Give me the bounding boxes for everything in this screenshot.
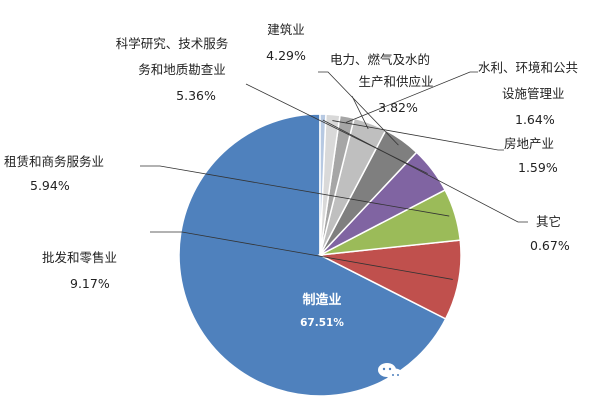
slice-value-label: 5.36%	[176, 88, 216, 103]
slice-name-label: 设施管理业	[502, 86, 565, 101]
slice-name-label: 租赁和商务服务业	[4, 154, 104, 169]
slice-name-label: 生产和供应业	[358, 74, 433, 89]
slice-value-label: 4.29%	[266, 48, 306, 63]
pie-slice-1	[317, 239, 462, 320]
slice-name-label: 制造业	[302, 292, 341, 308]
slice-value-label: 0.67%	[530, 238, 570, 253]
slice-value-label: 9.17%	[70, 276, 110, 291]
slice-name-label: 其它	[536, 214, 561, 229]
slice-labels: 制造业 67.51% 批发和零售业 9.17% 租赁和商务服务业 5.94% 科学研究、技术…	[4, 22, 578, 329]
slice-name-label: 建筑业	[267, 22, 305, 37]
leader-line	[322, 119, 528, 223]
watermark-text: 中国环境投资联盟	[410, 364, 530, 382]
wechat-icon	[378, 363, 403, 382]
pie-slice-8	[319, 113, 327, 256]
slice-value-label: 3.82%	[378, 100, 418, 115]
slice-value-label: 5.94%	[30, 178, 70, 193]
leader-line	[345, 71, 478, 123]
slice-name-label: 房地产业	[504, 136, 554, 151]
watermark: 中国环境投资联盟	[378, 363, 530, 382]
leader-line	[150, 231, 453, 280]
slice-name-label: 务和地质勘查业	[138, 62, 226, 77]
slice-value-label: 67.51%	[300, 317, 344, 329]
leader-lines	[140, 71, 528, 280]
slice-name-label: 批发和零售业	[42, 250, 117, 265]
leader-line	[140, 165, 450, 217]
leader-line	[332, 120, 504, 151]
slice-name-label: 电力、燃气及水的	[330, 52, 430, 67]
leader-line	[318, 71, 399, 146]
slice-value-label: 1.59%	[518, 160, 558, 175]
slice-name-label: 水利、环境和公共	[478, 60, 578, 75]
slice-name-label: 科学研究、技术服务	[116, 36, 229, 51]
slice-value-label: 1.64%	[515, 112, 555, 127]
pie-slices	[178, 113, 462, 397]
leader-line	[351, 95, 369, 130]
